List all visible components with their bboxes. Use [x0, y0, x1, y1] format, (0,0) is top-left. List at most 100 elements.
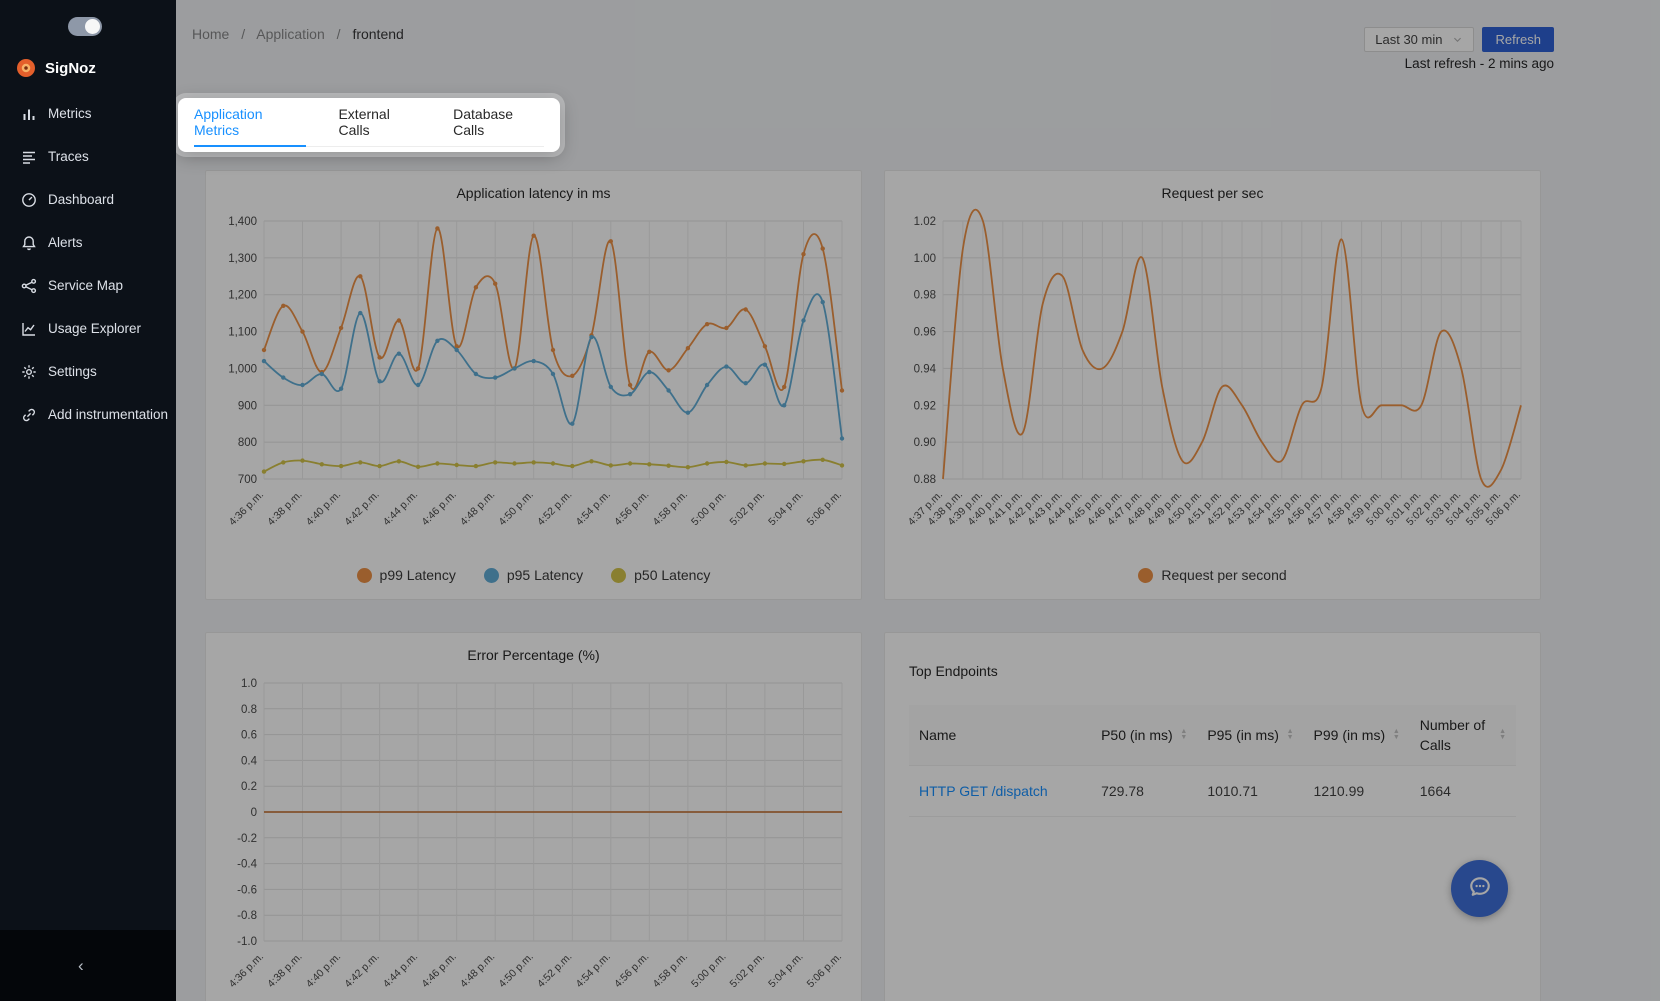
endpoint-value-cell: 1010.71 [1197, 765, 1304, 817]
chevron-left-icon: ‹ [78, 955, 84, 975]
theme-toggle[interactable] [68, 17, 102, 36]
line-chart-icon [21, 321, 37, 337]
column-header-p95-in-ms-[interactable]: P95 (in ms) ▲ ▼ [1197, 705, 1304, 766]
column-label: P99 (in ms) [1313, 727, 1386, 743]
sidebar-item-add-instrumentation[interactable]: Add instrumentation [0, 393, 176, 436]
svg-text:1.0: 1.0 [241, 678, 257, 690]
main-content: Home / Application / frontend Last 30 mi… [176, 0, 1660, 1001]
sidebar: SigNoz Metrics Traces Dashboard Alerts Servi… [0, 0, 176, 1001]
legend-label: p95 Latency [506, 567, 584, 583]
svg-text:1,300: 1,300 [228, 253, 257, 265]
sidebar-item-alerts[interactable]: Alerts [0, 221, 176, 264]
sort-carets-icon[interactable]: ▲ ▼ [1392, 728, 1400, 741]
svg-text:-0.2: -0.2 [237, 833, 257, 845]
svg-text:-1.0: -1.0 [237, 936, 257, 948]
svg-text:800: 800 [238, 437, 257, 449]
sort-carets-icon[interactable]: ▲ ▼ [1286, 728, 1294, 741]
refresh-button[interactable]: Refresh [1482, 27, 1554, 52]
legend-item[interactable]: p50 Latency [611, 567, 710, 583]
column-label: Name [919, 727, 957, 743]
sidebar-item-metrics[interactable]: Metrics [0, 92, 176, 135]
chat-button[interactable] [1451, 860, 1508, 917]
dim-overlay [176, 0, 1660, 1001]
svg-text:700: 700 [238, 474, 257, 486]
sidebar-item-traces[interactable]: Traces [0, 135, 176, 178]
svg-text:0.90: 0.90 [914, 437, 936, 449]
panel-application-latency: Application latency in ms 700 800 900 1,000… [205, 170, 862, 600]
sort-carets-icon[interactable]: ▲ ▼ [1180, 728, 1188, 741]
breadcrumb-application[interactable]: Application [256, 26, 325, 42]
column-label: Number of Calls [1419, 717, 1486, 753]
svg-text:1.00: 1.00 [914, 253, 936, 265]
sidebar-item-settings[interactable]: Settings [0, 350, 176, 393]
header-controls: Last 30 min Refresh [1364, 27, 1554, 52]
breadcrumb-home[interactable]: Home [192, 26, 230, 42]
sidebar-item-label: Add instrumentation [48, 407, 169, 422]
endpoint-value-cell: 729.78 [1091, 765, 1198, 817]
panel-top-endpoints: Top Endpoints Name P50 (in ms) ▲ ▼ P95 (in m… [884, 632, 1541, 1001]
column-header-number-of-calls[interactable]: Number of Calls ▲ ▼ [1409, 705, 1516, 766]
sidebar-item-label: Traces [48, 149, 89, 164]
endpoint-link[interactable]: HTTP GET /dispatch [919, 783, 1048, 799]
svg-text:-0.4: -0.4 [237, 859, 257, 871]
sidebar-item-label: Service Map [48, 278, 124, 293]
svg-text:0.92: 0.92 [914, 400, 936, 412]
legend-dot [356, 567, 372, 583]
legend-item[interactable]: p95 Latency [483, 567, 584, 583]
dashboard-icon [21, 192, 37, 208]
svg-text:0.94: 0.94 [914, 363, 937, 375]
tab-application-metrics[interactable]: Application Metrics [194, 98, 307, 147]
sidebar-item-usage-explorer[interactable]: Usage Explorer [0, 307, 176, 350]
chart-title-latency: Application latency in ms [456, 185, 611, 201]
legend-item[interactable]: p99 Latency [356, 567, 456, 583]
link-icon [21, 407, 37, 423]
theme-toggle-row [0, 0, 176, 48]
breadcrumb-separator: / [336, 26, 341, 42]
endpoint-name-cell: HTTP GET /dispatch [909, 765, 1092, 817]
svg-text:-0.8: -0.8 [237, 910, 257, 922]
sidebar-item-label: Dashboard [48, 192, 115, 207]
column-header-p50-in-ms-[interactable]: P50 (in ms) ▲ ▼ [1091, 705, 1198, 766]
sidebar-item-label: Alerts [48, 235, 83, 250]
sidebar-nav: Metrics Traces Dashboard Alerts Service Map U… [0, 92, 176, 436]
signoz-logo-icon [16, 58, 36, 78]
last-refresh-text: Last refresh - 2 mins ago [1404, 56, 1554, 71]
panel-request-per-sec: Request per sec 0.88 0.90 0.92 0.94 0.96 0.98… [884, 170, 1541, 600]
tab-database-calls[interactable]: Database Calls [453, 105, 514, 138]
svg-text:1.02: 1.02 [914, 216, 936, 228]
legend-item[interactable]: Request per second [1138, 567, 1287, 583]
bell-icon [21, 235, 37, 251]
sidebar-item-label: Metrics [48, 106, 92, 121]
chart-title-error: Error Percentage (%) [467, 647, 600, 663]
breadcrumb-current: frontend [352, 26, 404, 42]
svg-text:0.8: 0.8 [241, 704, 257, 716]
chart-legend: Request per second [893, 567, 1532, 583]
sidebar-collapse[interactable]: ‹ [0, 930, 176, 1001]
sort-carets-icon[interactable]: ▲ ▼ [1499, 728, 1506, 741]
column-header-p99-in-ms-[interactable]: P99 (in ms) ▲ ▼ [1303, 705, 1410, 766]
chart-canvas: -1.0-0.8-0.6-0.4-0.200.20.40.60.81.04:36… [227, 678, 844, 990]
sidebar-item-service-map[interactable]: Service Map [0, 264, 176, 307]
svg-text:-0.6: -0.6 [237, 884, 257, 896]
legend-dot [1138, 567, 1154, 583]
top-endpoints-table: Name P50 (in ms) ▲ ▼ P95 (in ms) ▲ ▼ P99 (in ms… [909, 705, 1516, 817]
time-range-select[interactable]: Last 30 min [1364, 27, 1475, 52]
tab-external-calls[interactable]: External Calls [338, 105, 390, 138]
chat-icon [1465, 872, 1495, 905]
endpoint-value-cell: 1210.99 [1303, 765, 1410, 817]
sidebar-item-dashboard[interactable]: Dashboard [0, 178, 176, 221]
time-range-value: Last 30 min [1375, 32, 1443, 47]
svg-text:0.88: 0.88 [914, 474, 936, 486]
theme-toggle-knob [85, 19, 100, 34]
column-header-name: Name [909, 705, 1092, 766]
brand[interactable]: SigNoz [0, 48, 176, 88]
breadcrumb-separator: / [241, 26, 246, 42]
brand-name: SigNoz [45, 59, 96, 77]
share-icon [21, 278, 37, 294]
panel-error-percentage: Error Percentage (%) -1.0 -0.8 -0.6 -0.4 -0.… [205, 632, 862, 1001]
svg-text:900: 900 [238, 400, 257, 412]
sidebar-item-label: Usage Explorer [48, 321, 142, 336]
application-latency-chart: 700 800 900 1,000 1,100 1,200 1,300 1,400 4:36 p… [214, 207, 853, 583]
endpoint-value-cell: 1664 [1409, 765, 1516, 817]
